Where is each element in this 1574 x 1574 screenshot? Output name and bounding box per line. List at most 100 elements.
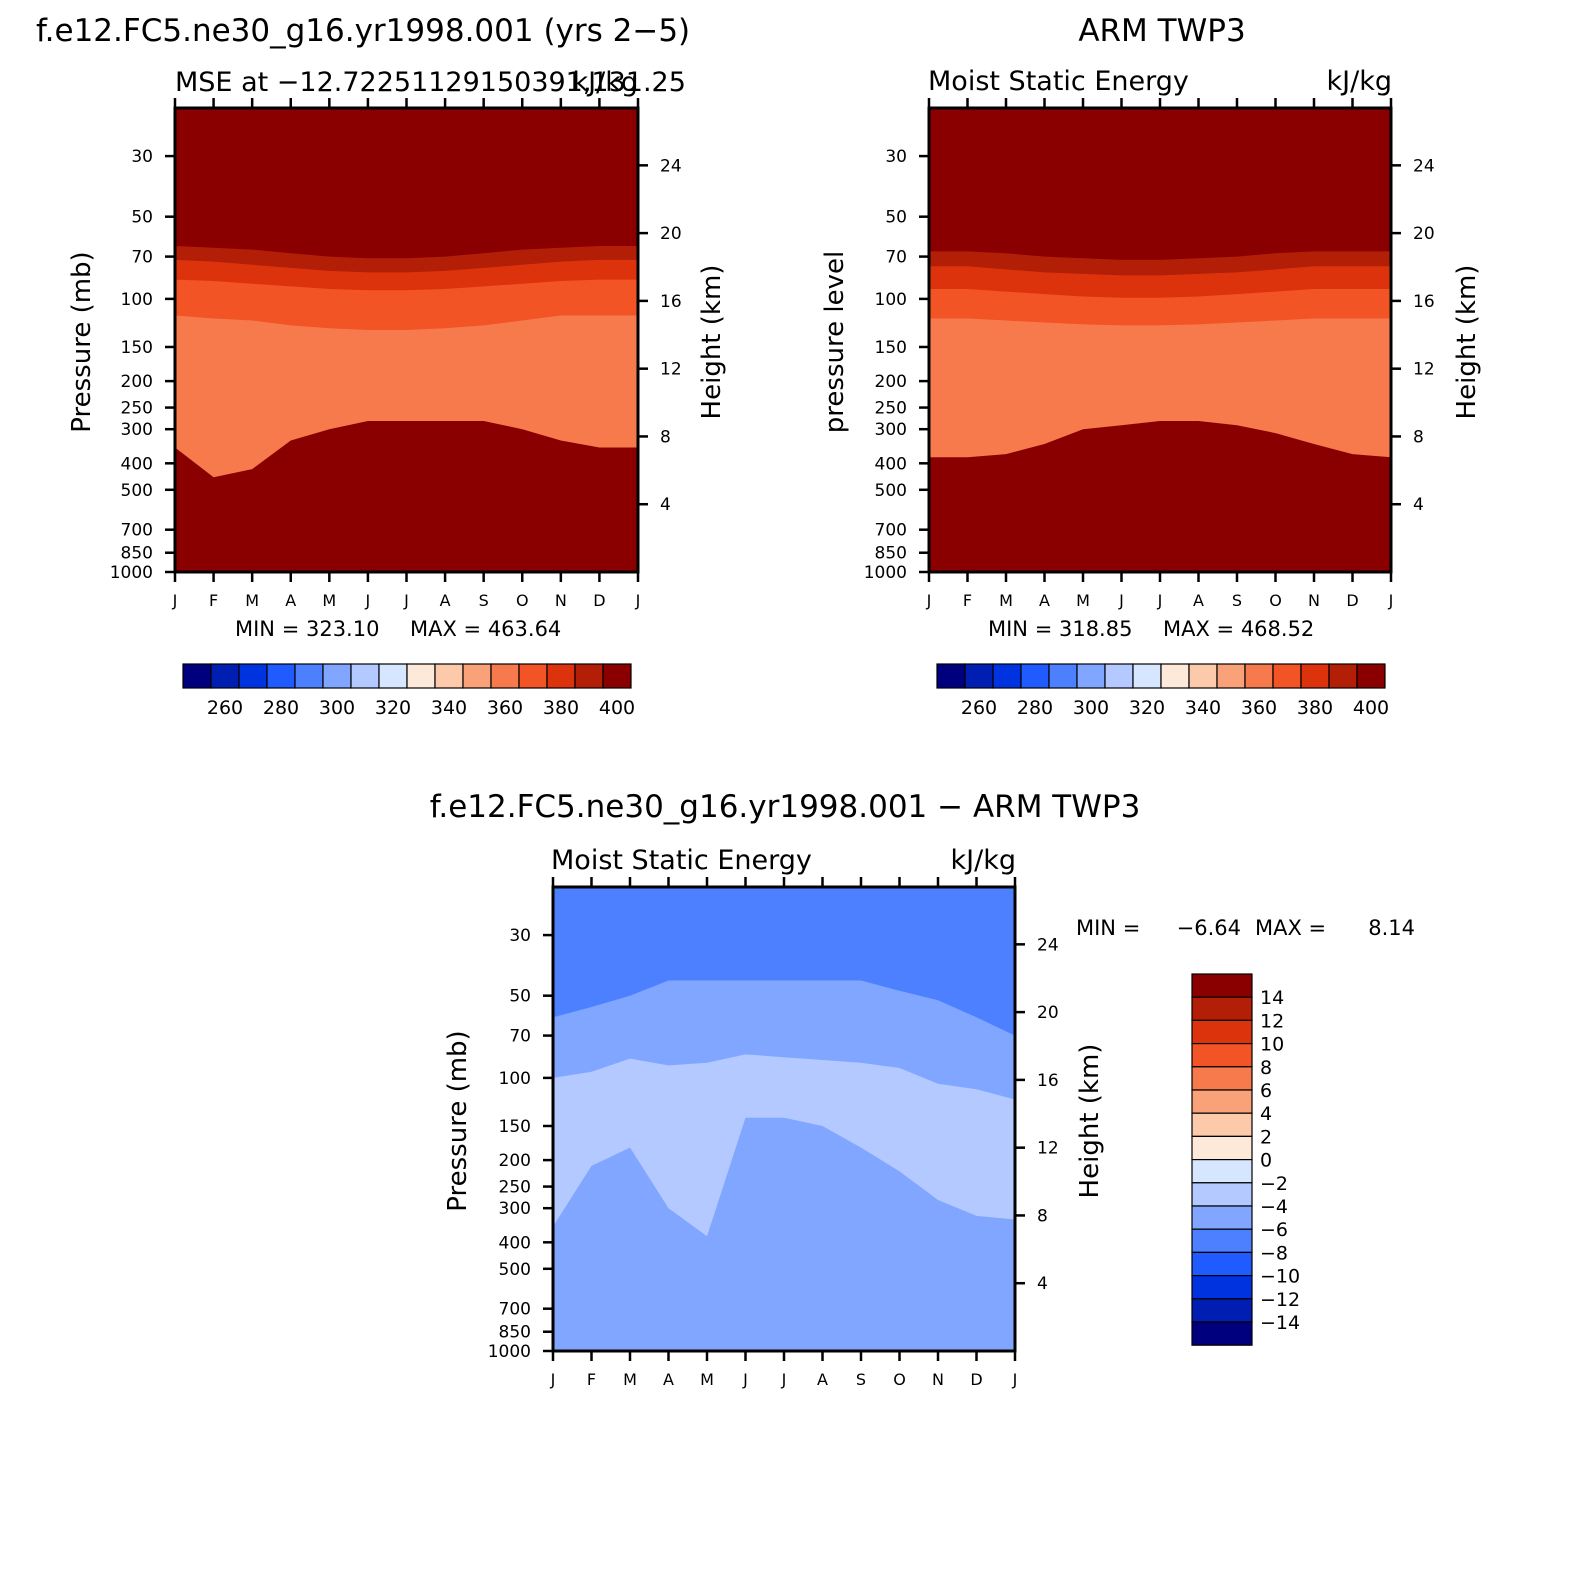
y-tick-label: 300: [875, 420, 907, 440]
colorbar-label: 300: [1073, 697, 1109, 719]
y-tick-label: 200: [499, 1151, 531, 1171]
y-right-tick-label: 4: [660, 495, 671, 515]
y-right-tick-label: 20: [1413, 224, 1435, 244]
y-tick-label: 400: [121, 454, 153, 474]
x-tick-label: J: [172, 591, 178, 610]
colorbar-label: 4: [1260, 1103, 1272, 1125]
y-axis-label: Pressure (mb): [67, 251, 97, 432]
x-tick-label: D: [1346, 591, 1358, 610]
x-tick-label: O: [516, 591, 529, 610]
y-tick-label: 100: [121, 290, 153, 310]
colorbar-box: [546, 663, 576, 689]
x-tick-label: A: [817, 1370, 828, 1389]
colorbar-box: [1191, 1112, 1253, 1137]
y-right-tick-label: 16: [660, 292, 682, 312]
colorbar-box: [406, 663, 436, 689]
x-tick-label: A: [1039, 591, 1050, 610]
colorbar-box: [602, 663, 632, 689]
colorbar-box: [1076, 663, 1106, 689]
x-tick-label: A: [1193, 591, 1204, 610]
y-right-tick-label: 8: [660, 427, 671, 447]
colorbar-label: −4: [1260, 1196, 1288, 1218]
panel-subtitle-left: Moist Static Energy: [928, 66, 1189, 97]
y-tick-label: 70: [509, 1027, 531, 1047]
x-tick-label: S: [479, 591, 489, 610]
colorbar-label: 10: [1260, 1034, 1284, 1056]
y-right-tick-label: 24: [1037, 935, 1059, 955]
y-tick-label: 700: [121, 521, 153, 541]
colorbar-box: [936, 663, 966, 689]
x-tick-label: J: [1388, 591, 1394, 610]
colorbar-box: [322, 663, 352, 689]
y-tick-label: 1000: [488, 1342, 531, 1362]
x-tick-label: O: [893, 1370, 906, 1389]
x-tick-label: M: [1076, 591, 1090, 610]
y-axis-right-label: Height (km): [1075, 1044, 1105, 1199]
colorbar-box: [1160, 663, 1190, 689]
x-tick-label: F: [963, 591, 972, 610]
x-tick-label: F: [209, 591, 218, 610]
colorbar-box: [1191, 1205, 1253, 1230]
y-tick-label: 30: [885, 147, 907, 167]
colorbar-box: [1191, 1182, 1253, 1207]
y-axis-right-label: Height (km): [697, 265, 727, 420]
panel-model-mse: f.e12.FC5.ne30_g16.yr1998.001 (yrs 2−5) …: [36, 13, 727, 719]
colorbar-label: 0: [1260, 1150, 1272, 1172]
y-tick-label: 100: [499, 1069, 531, 1089]
colorbar-box: [490, 663, 520, 689]
y-right-tick-label: 16: [1037, 1071, 1059, 1091]
colorbar-box: [1191, 1298, 1253, 1323]
colorbar-box: [1188, 663, 1218, 689]
y-tick-label: 150: [875, 338, 907, 358]
colorbar-label: 14: [1260, 987, 1284, 1009]
colorbar-box: [210, 663, 240, 689]
min-value: −6.64: [1177, 916, 1241, 940]
colorbar-box: [574, 663, 604, 689]
colorbar: 260 280 300 320 340 360 380 400: [936, 663, 1389, 719]
panel-title: f.e12.FC5.ne30_g16.yr1998.001 − ARM TWP3: [430, 789, 1141, 825]
x-tick-label: J: [365, 591, 371, 610]
colorbar-box: [1191, 1321, 1253, 1346]
x-tick-label: D: [593, 591, 605, 610]
y-axis-label: Pressure (mb): [443, 1030, 473, 1211]
x-tick-label: M: [245, 591, 259, 610]
y-right-tick-label: 20: [1037, 1003, 1059, 1023]
y-right-tick-label: 12: [1413, 360, 1435, 380]
y-tick-label: 250: [499, 1178, 531, 1198]
x-tick-label: N: [555, 591, 567, 610]
panel-title: f.e12.FC5.ne30_g16.yr1998.001 (yrs 2−5): [36, 13, 690, 49]
colorbar-box: [1356, 663, 1386, 689]
y-tick-label: 70: [885, 248, 907, 268]
y-tick-label: 500: [121, 481, 153, 501]
y-right-tick-label: 12: [660, 360, 682, 380]
colorbar-box: [1244, 663, 1274, 689]
x-tick-label: M: [623, 1370, 637, 1389]
colorbar-label: −2: [1260, 1173, 1288, 1195]
x-tick-label: A: [440, 591, 451, 610]
y-tick-label: 300: [499, 1199, 531, 1219]
colorbar-label: 6: [1260, 1080, 1272, 1102]
colorbar-label: 320: [1129, 697, 1165, 719]
y-tick-label: 1000: [864, 563, 907, 583]
y-right-tick-label: 4: [1037, 1274, 1048, 1294]
x-tick-label: M: [999, 591, 1013, 610]
colorbar-box: [378, 663, 408, 689]
y-tick-label: 200: [875, 372, 907, 392]
y-right-tick-label: 24: [1413, 156, 1435, 176]
colorbar-label: 400: [599, 697, 635, 719]
colorbar-label: 340: [431, 697, 467, 719]
colorbar-box: [992, 663, 1022, 689]
y-tick-label: 300: [121, 420, 153, 440]
y-tick-label: 850: [875, 544, 907, 564]
colorbar: 260 280 300 320 340 360 380 400: [182, 663, 635, 719]
colorbar-label: −6: [1260, 1219, 1288, 1241]
x-tick-label: O: [1269, 591, 1282, 610]
colorbar-box: [182, 663, 212, 689]
panel-difference: f.e12.FC5.ne30_g16.yr1998.001 − ARM TWP3…: [430, 789, 1415, 1389]
y-axis-right-label: Height (km): [1452, 265, 1482, 420]
y-right-tick-label: 16: [1413, 292, 1435, 312]
colorbar-box: [1191, 1228, 1253, 1253]
x-tick-label: A: [663, 1370, 674, 1389]
